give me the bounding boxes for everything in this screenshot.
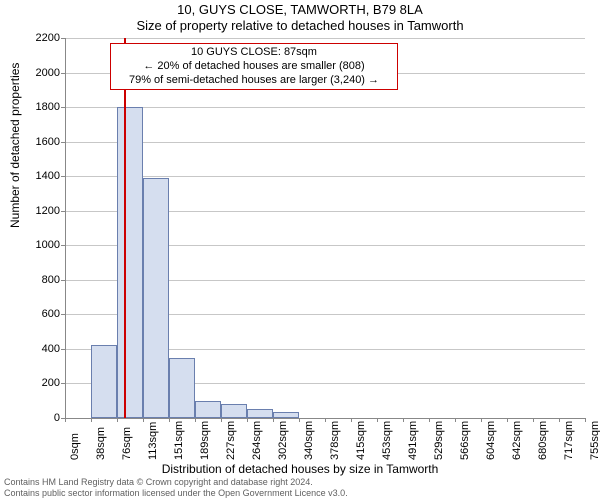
y-tick-mark: [61, 211, 65, 212]
y-tick-label: 1200: [10, 205, 60, 217]
y-tick-mark: [61, 38, 65, 39]
y-tick-label: 0: [10, 412, 60, 424]
y-tick-mark: [61, 314, 65, 315]
x-tick-label: 717sqm: [563, 421, 575, 460]
x-tick-label: 529sqm: [433, 421, 445, 460]
x-tick-mark: [507, 418, 508, 422]
x-tick-mark: [273, 418, 274, 422]
y-tick-mark: [61, 349, 65, 350]
y-tick-label: 800: [10, 274, 60, 286]
y-axis-line: [65, 38, 66, 418]
x-tick-mark: [91, 418, 92, 422]
x-tick-mark: [481, 418, 482, 422]
x-tick-mark: [533, 418, 534, 422]
histogram-bar: [117, 107, 143, 418]
y-tick-mark: [61, 142, 65, 143]
annotation-line-2: ← 20% of detached houses are smaller (80…: [115, 60, 393, 74]
x-tick-label: 0sqm: [69, 433, 81, 460]
x-tick-mark: [325, 418, 326, 422]
y-tick-label: 1400: [10, 170, 60, 182]
x-tick-mark: [455, 418, 456, 422]
x-tick-label: 378sqm: [329, 421, 341, 460]
x-tick-label: 302sqm: [277, 421, 289, 460]
x-tick-label: 642sqm: [511, 421, 523, 460]
x-tick-label: 227sqm: [225, 421, 237, 460]
histogram-bar: [169, 358, 195, 418]
x-tick-mark: [117, 418, 118, 422]
x-tick-label: 113sqm: [147, 422, 159, 460]
x-tick-label: 76sqm: [121, 427, 133, 460]
y-tick-label: 1600: [10, 136, 60, 148]
x-tick-label: 755sqm: [589, 421, 600, 460]
x-tick-label: 264sqm: [251, 421, 263, 460]
x-tick-mark: [351, 418, 352, 422]
annotation-line-1: 10 GUYS CLOSE: 87sqm: [115, 46, 393, 60]
histogram-bar: [221, 404, 247, 418]
x-tick-mark: [195, 418, 196, 422]
x-tick-mark: [65, 418, 66, 422]
x-tick-label: 151sqm: [173, 421, 185, 460]
x-tick-label: 680sqm: [537, 421, 549, 460]
chart-title-sub: Size of property relative to detached ho…: [0, 18, 600, 33]
y-tick-label: 1000: [10, 239, 60, 251]
x-tick-mark: [221, 418, 222, 422]
chart-title-main: 10, GUYS CLOSE, TAMWORTH, B79 8LA: [0, 2, 600, 17]
x-tick-mark: [169, 418, 170, 422]
x-tick-label: 415sqm: [355, 421, 367, 460]
y-tick-mark: [61, 245, 65, 246]
x-tick-mark: [377, 418, 378, 422]
x-tick-mark: [143, 418, 144, 422]
histogram-bar: [143, 178, 169, 418]
gridline: [65, 38, 585, 39]
x-tick-label: 189sqm: [199, 421, 211, 460]
x-tick-label: 604sqm: [485, 421, 497, 460]
x-tick-mark: [559, 418, 560, 422]
x-tick-label: 453sqm: [381, 421, 393, 460]
y-tick-mark: [61, 73, 65, 74]
x-tick-label: 340sqm: [303, 421, 315, 460]
x-tick-label: 566sqm: [459, 421, 471, 460]
histogram-bar: [91, 345, 117, 418]
x-tick-mark: [299, 418, 300, 422]
gridline: [65, 142, 585, 143]
y-tick-label: 1800: [10, 101, 60, 113]
x-tick-label: 491sqm: [407, 421, 419, 460]
x-tick-mark: [403, 418, 404, 422]
footer-line-1: Contains HM Land Registry data © Crown c…: [4, 477, 348, 487]
y-tick-label: 600: [10, 308, 60, 320]
y-tick-mark: [61, 107, 65, 108]
x-tick-mark: [429, 418, 430, 422]
footer-line-2: Contains public sector information licen…: [4, 488, 348, 498]
histogram-bar: [247, 409, 273, 418]
annotation-line-3: 79% of semi-detached houses are larger (…: [115, 74, 393, 88]
y-tick-mark: [61, 383, 65, 384]
y-tick-label: 400: [10, 343, 60, 355]
x-tick-mark: [585, 418, 586, 422]
y-tick-label: 200: [10, 377, 60, 389]
y-tick-mark: [61, 280, 65, 281]
gridline: [65, 107, 585, 108]
y-tick-mark: [61, 176, 65, 177]
x-axis-label: Distribution of detached houses by size …: [0, 462, 600, 476]
annotation-box: 10 GUYS CLOSE: 87sqm ← 20% of detached h…: [110, 43, 398, 90]
histogram-bar: [195, 401, 221, 418]
chart-container: 10, GUYS CLOSE, TAMWORTH, B79 8LA Size o…: [0, 0, 600, 500]
y-tick-label: 2200: [10, 32, 60, 44]
plot-area: [65, 38, 585, 418]
property-marker-line: [124, 38, 126, 418]
footer-attribution: Contains HM Land Registry data © Crown c…: [4, 477, 348, 498]
x-tick-label: 38sqm: [95, 427, 107, 460]
x-tick-mark: [247, 418, 248, 422]
y-tick-label: 2000: [10, 67, 60, 79]
